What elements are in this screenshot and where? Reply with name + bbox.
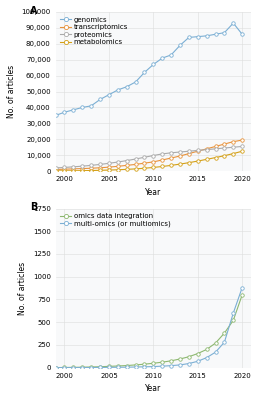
Y-axis label: No. of articles: No. of articles: [7, 65, 16, 118]
X-axis label: Year: Year: [145, 384, 162, 393]
X-axis label: Year: Year: [145, 188, 162, 196]
Text: B: B: [30, 202, 38, 212]
Text: A: A: [30, 6, 38, 16]
Y-axis label: No. of articles: No. of articles: [18, 262, 27, 315]
Legend: genomics, transcriptomics, proteomics, metabolomics: genomics, transcriptomics, proteomics, m…: [59, 16, 130, 46]
Legend: omics data integration, multi-omics (or multiomics): omics data integration, multi-omics (or …: [59, 212, 172, 229]
